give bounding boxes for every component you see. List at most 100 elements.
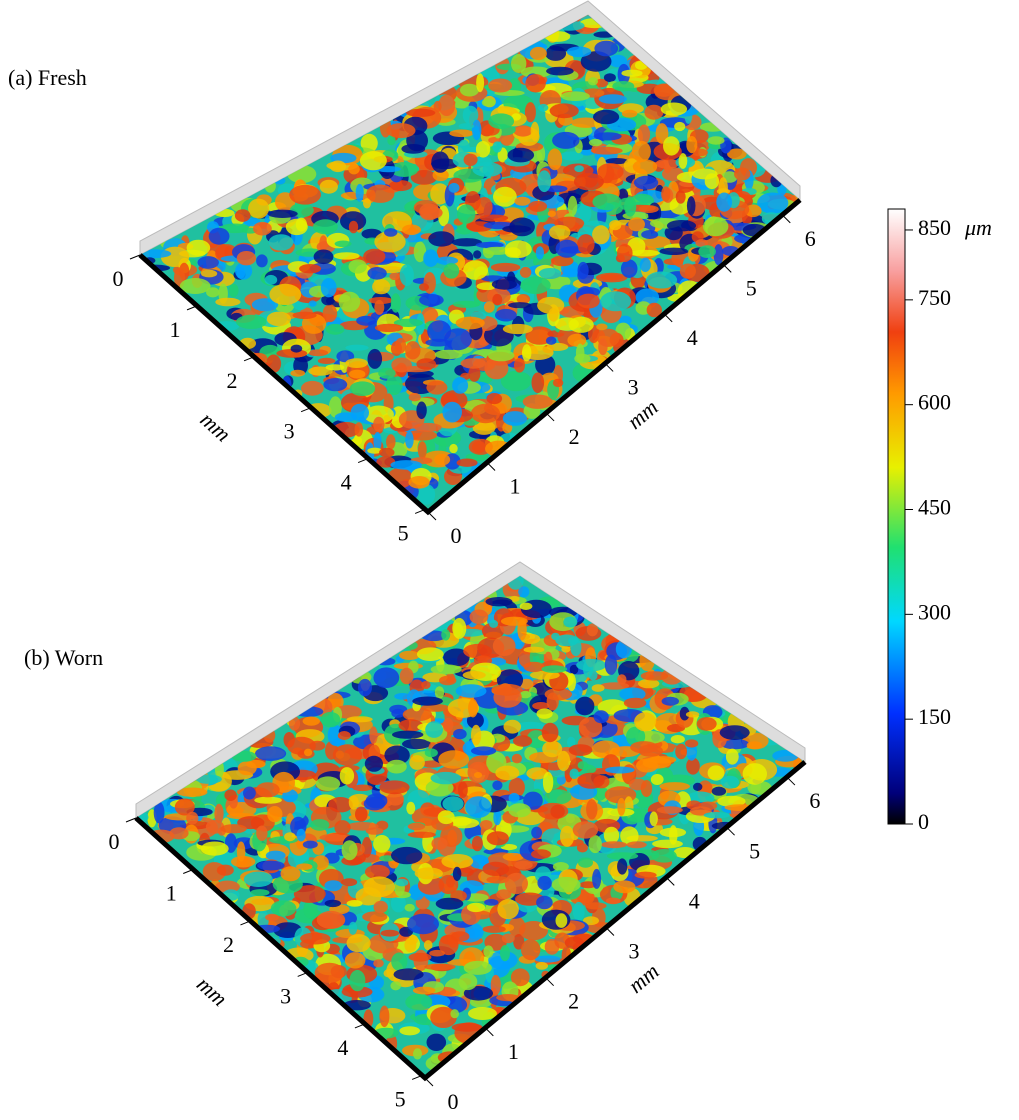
surface-patch <box>434 349 463 360</box>
surface-patch <box>537 170 552 193</box>
surface-patch <box>626 841 647 849</box>
surface-patch <box>424 963 456 971</box>
surface-patch <box>379 1005 390 1028</box>
surface-patch <box>516 294 531 304</box>
surface-patch <box>404 903 415 912</box>
surface-patch <box>365 827 384 835</box>
surface-patch <box>243 786 256 800</box>
surface-patch <box>713 244 724 266</box>
surface-patch <box>407 913 439 935</box>
surface-patch <box>510 968 530 987</box>
surface-patch <box>468 698 478 718</box>
surface-patch <box>391 846 423 865</box>
surface-patch <box>578 717 603 738</box>
surface-patch <box>588 138 603 147</box>
surface-patch <box>567 195 578 217</box>
surface-patch <box>250 889 270 897</box>
surface-patch <box>476 73 485 93</box>
surface-patch <box>486 876 510 884</box>
surface-patch <box>432 169 449 182</box>
surface-patch <box>201 269 218 278</box>
surface-patch <box>617 674 627 685</box>
surface-patch <box>323 378 348 392</box>
x-tick <box>722 264 732 273</box>
surface-patch <box>208 227 230 245</box>
surface-patch <box>349 369 366 379</box>
surface-patch <box>174 798 195 816</box>
surface-patch <box>526 767 548 780</box>
surface-patch <box>338 291 361 312</box>
surface-patch <box>523 661 545 673</box>
surface-patch <box>419 203 440 221</box>
surface-patch <box>317 357 336 364</box>
surface-patch <box>408 393 421 402</box>
surface-patch <box>395 337 407 354</box>
surface-patch <box>655 158 680 169</box>
surface-patch <box>428 231 455 247</box>
surface-patch <box>588 77 598 86</box>
surface-patch <box>387 135 396 146</box>
surface-patch <box>269 283 302 305</box>
surface-patch <box>416 647 444 661</box>
surface-patch <box>363 876 396 898</box>
surface-patch <box>520 276 551 295</box>
surface-patch <box>600 291 632 312</box>
surface-patch <box>492 293 503 306</box>
surface-patch <box>669 197 691 215</box>
surface-patch <box>504 872 528 895</box>
surface-patch <box>179 278 211 294</box>
surface-patch <box>334 820 351 836</box>
surface-patch <box>590 146 623 155</box>
surface-patch <box>257 910 269 930</box>
surface-patch <box>500 370 532 392</box>
surface-patch <box>216 864 234 876</box>
surface-patch <box>425 721 443 738</box>
surface-patch <box>439 675 457 686</box>
surface-patch <box>290 344 303 353</box>
x-tick-label: 1 <box>508 1039 519 1064</box>
surface-patch <box>532 702 550 710</box>
surface-patch <box>431 837 448 850</box>
surface-patch <box>399 650 421 661</box>
colorbar-tick-label: 600 <box>918 390 951 415</box>
surface-patch <box>483 301 495 313</box>
surface-patch <box>507 576 524 590</box>
surface-patch <box>530 121 540 142</box>
surface-patch <box>268 234 294 251</box>
surface-patch <box>394 693 411 700</box>
surface-patch <box>692 148 708 157</box>
x-tick-label: 4 <box>689 888 700 913</box>
surface-patch <box>316 910 346 929</box>
surface-patch <box>319 179 338 194</box>
surface-patch <box>536 895 553 910</box>
surface-patch <box>495 308 517 322</box>
x-tick-label: 5 <box>746 275 757 300</box>
surface-patch <box>707 136 725 145</box>
surface-patch <box>488 349 515 362</box>
x-tick-label: 0 <box>451 523 462 548</box>
surface-patch <box>414 867 443 880</box>
y-tick <box>186 305 198 311</box>
surface-patch <box>402 707 433 722</box>
surface-patch <box>536 708 553 719</box>
surface-patch <box>560 825 575 847</box>
surface-patch <box>243 871 273 887</box>
surface-patch <box>592 868 602 889</box>
surface-patch <box>583 916 599 926</box>
surface-patch <box>467 928 481 939</box>
surface-patch <box>251 298 279 312</box>
surface-patch <box>524 102 536 123</box>
surface-patch <box>407 822 426 831</box>
surface-patch <box>620 826 639 846</box>
surface-patch <box>621 109 638 118</box>
surface-patch <box>631 140 651 163</box>
surface-patch <box>348 795 359 810</box>
surface-patch <box>328 797 353 813</box>
colorbar-tick-label: 450 <box>918 495 951 520</box>
surface-patch <box>472 420 496 435</box>
surface-patch <box>519 678 534 690</box>
surface-patch <box>742 763 767 785</box>
surface-patch <box>563 616 578 628</box>
surface-patch <box>308 349 329 357</box>
